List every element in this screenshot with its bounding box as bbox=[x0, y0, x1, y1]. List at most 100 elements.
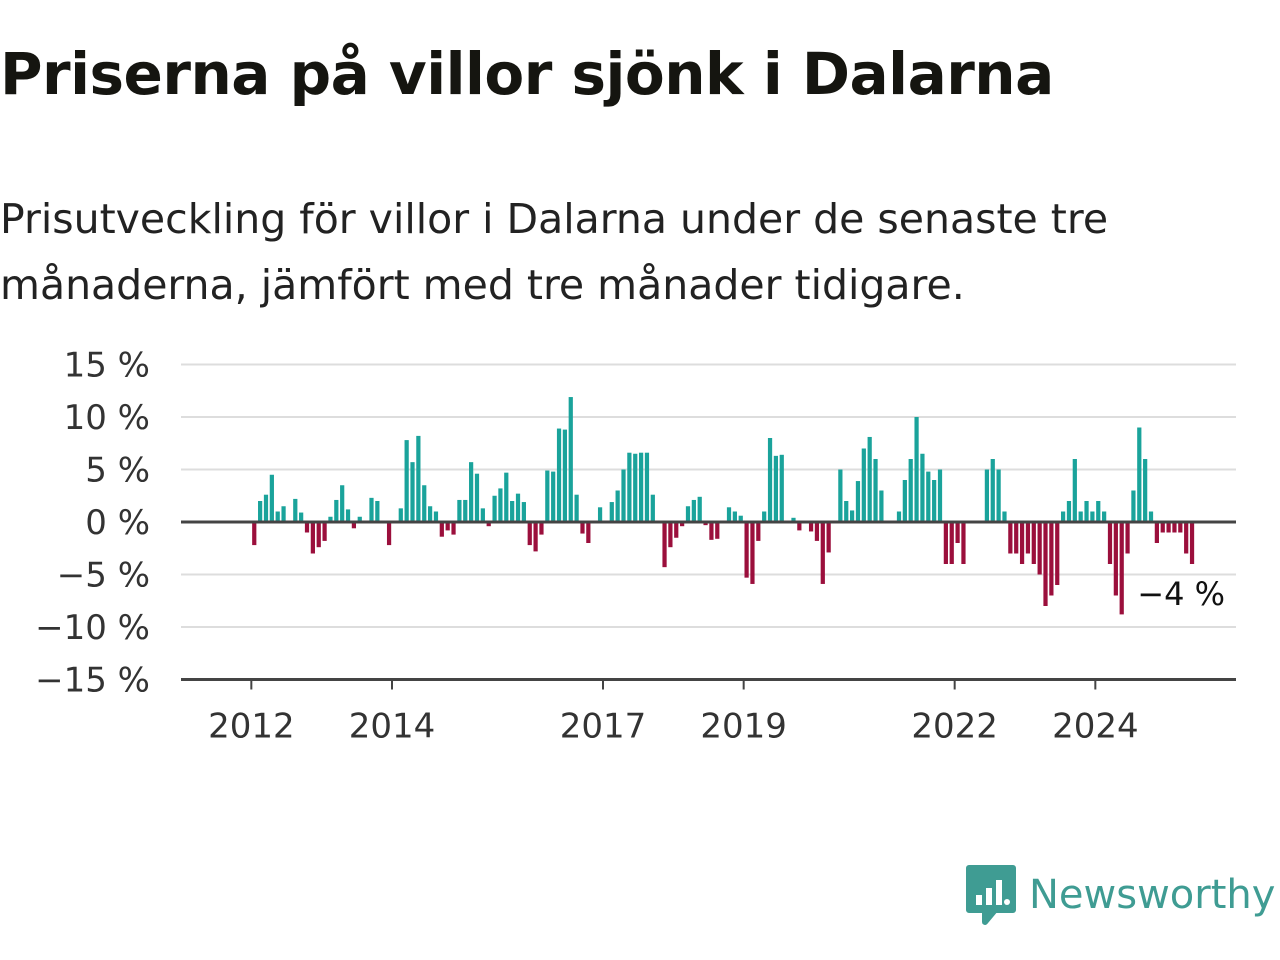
bar bbox=[556, 428, 562, 522]
bar bbox=[1143, 459, 1148, 522]
bar bbox=[1189, 522, 1195, 564]
bar bbox=[814, 522, 820, 541]
bar bbox=[398, 508, 403, 522]
bar bbox=[779, 454, 784, 522]
bar bbox=[369, 497, 374, 522]
x-tick-label: 2017 bbox=[560, 707, 647, 747]
bar bbox=[709, 522, 714, 540]
bar bbox=[644, 452, 650, 522]
bar bbox=[609, 502, 614, 522]
bar bbox=[597, 507, 603, 522]
bar bbox=[580, 522, 585, 534]
bar bbox=[621, 469, 626, 522]
bar bbox=[304, 522, 310, 533]
bar bbox=[826, 522, 831, 553]
bar bbox=[445, 522, 450, 531]
bar bbox=[738, 515, 743, 522]
bar bbox=[732, 511, 737, 522]
bar bbox=[1043, 522, 1048, 606]
bar bbox=[914, 417, 919, 522]
gridlines bbox=[181, 363, 1236, 628]
bar bbox=[340, 485, 345, 522]
bar bbox=[252, 522, 257, 546]
bar bbox=[1090, 511, 1095, 522]
bar bbox=[750, 522, 755, 584]
bar bbox=[515, 493, 521, 522]
bar bbox=[586, 522, 591, 543]
newsworthy-logo-icon bbox=[966, 865, 1016, 925]
y-axis-ticks: 15 % 10 % 5 % 0 % −5 % −10 % −15 % bbox=[35, 346, 150, 701]
y-tick-label: 0 % bbox=[85, 503, 150, 543]
bar bbox=[896, 511, 902, 522]
bar bbox=[844, 501, 849, 522]
bar bbox=[1049, 522, 1054, 596]
bar bbox=[328, 516, 333, 522]
bar bbox=[949, 522, 954, 564]
bar bbox=[767, 438, 773, 522]
y-tick-label: −5 % bbox=[57, 556, 150, 596]
bar bbox=[1096, 501, 1101, 522]
y-tick-label: −15 % bbox=[35, 661, 150, 701]
bar bbox=[697, 496, 702, 522]
bar bbox=[879, 490, 884, 522]
bar bbox=[1107, 522, 1113, 564]
bar bbox=[638, 452, 644, 522]
bar bbox=[293, 498, 298, 522]
bar bbox=[1172, 522, 1177, 533]
bar bbox=[674, 522, 679, 538]
bar bbox=[773, 455, 779, 522]
bar bbox=[838, 469, 843, 522]
bar bbox=[685, 506, 691, 522]
bar bbox=[263, 494, 269, 522]
brand-name: Newsworthy bbox=[1029, 872, 1276, 918]
bar bbox=[855, 481, 861, 522]
bar bbox=[1166, 522, 1171, 533]
bar bbox=[1078, 511, 1083, 522]
bar bbox=[662, 522, 667, 568]
bar bbox=[691, 499, 696, 522]
bar bbox=[463, 499, 468, 522]
bar bbox=[275, 511, 280, 522]
bar bbox=[568, 397, 573, 522]
bar bbox=[926, 471, 931, 522]
bar bbox=[726, 507, 732, 522]
bar bbox=[1002, 511, 1007, 522]
bar bbox=[1131, 490, 1136, 522]
bars bbox=[252, 397, 1195, 615]
bar bbox=[650, 494, 655, 522]
chart-title: Priserna på villor sjönk i Dalarna bbox=[0, 40, 1054, 108]
bar bbox=[574, 494, 579, 522]
x-axis-ticks: 2012 2014 2017 2019 2022 2024 bbox=[208, 679, 1139, 747]
bar bbox=[955, 522, 960, 543]
bar bbox=[902, 480, 907, 522]
bar bbox=[269, 474, 274, 522]
bar bbox=[1025, 522, 1031, 554]
bar bbox=[310, 522, 315, 554]
bar-chart: 15 %10 %5 %0 %−5 %−10 %−15 % 2012 2014 201… bbox=[35, 346, 1236, 747]
last-value-label: −4 % bbox=[1137, 575, 1225, 613]
bar bbox=[521, 502, 526, 522]
bar bbox=[545, 470, 550, 522]
bar bbox=[504, 472, 509, 522]
bar bbox=[1102, 511, 1107, 522]
bar bbox=[1113, 522, 1118, 596]
y-tick-label: 15 % bbox=[64, 346, 150, 386]
bar bbox=[510, 501, 515, 522]
bar bbox=[457, 499, 462, 522]
bar bbox=[474, 473, 480, 522]
bar bbox=[908, 459, 913, 522]
bar bbox=[469, 462, 474, 522]
x-tick-label: 2019 bbox=[700, 707, 787, 747]
bar bbox=[492, 495, 497, 522]
bar bbox=[943, 522, 948, 564]
bar bbox=[820, 522, 825, 584]
bar bbox=[1084, 501, 1089, 522]
bar bbox=[1178, 522, 1183, 533]
bar bbox=[996, 469, 1001, 522]
bar bbox=[756, 522, 761, 541]
bar bbox=[439, 522, 444, 537]
bar bbox=[680, 522, 685, 527]
bar bbox=[1066, 501, 1072, 522]
bar bbox=[299, 512, 304, 522]
x-tick-label: 2024 bbox=[1052, 707, 1139, 747]
